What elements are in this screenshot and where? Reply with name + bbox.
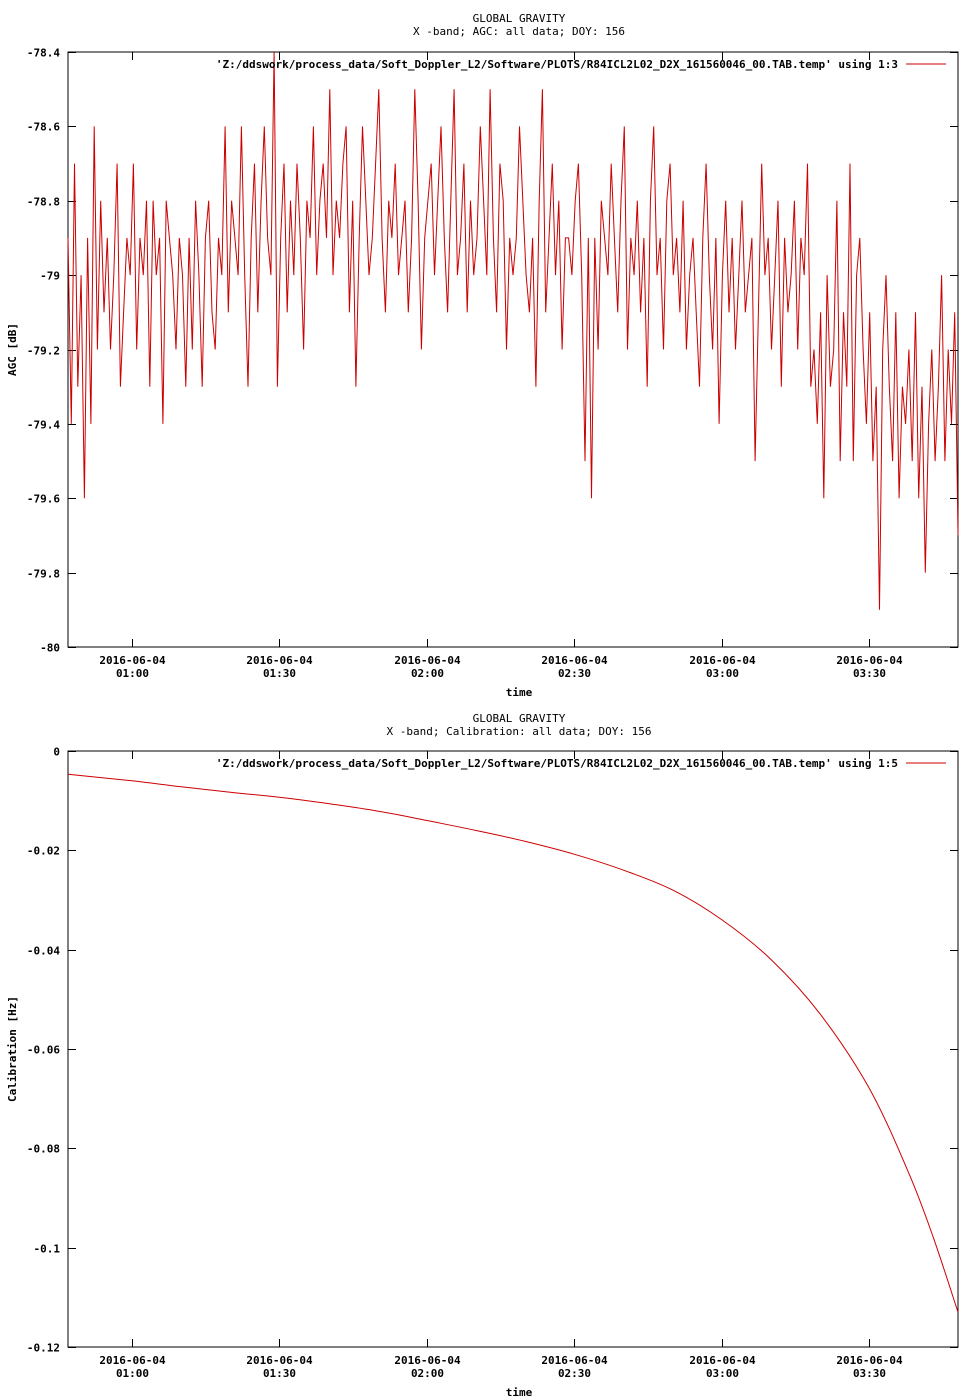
x-tick-time: 03:30 [853,667,886,680]
x-tick-time: 01:00 [116,667,149,680]
chart-title: GLOBAL GRAVITY [473,12,566,25]
y-tick-label: -0.02 [27,845,60,858]
x-tick-date: 2016-06-04 [394,1354,461,1367]
y-tick-label: -79 [40,270,60,283]
x-tick-time: 03:00 [706,1367,739,1380]
y-tick-label: -0.06 [27,1044,60,1057]
legend-entry: 'Z:/ddswork/process_data/Soft_Doppler_L2… [216,58,898,71]
x-tick-date: 2016-06-04 [541,654,608,667]
x-tick-date: 2016-06-04 [246,654,313,667]
x-tick-time: 02:00 [411,667,444,680]
y-tick-label: -0.08 [27,1143,60,1156]
x-tick-time: 01:00 [116,1367,149,1380]
y-tick-label: -78.8 [27,196,60,209]
y-tick-label: -79.2 [27,345,60,358]
chart-title: GLOBAL GRAVITY [473,712,566,725]
y-tick-label: -79.4 [27,419,60,432]
x-tick-date: 2016-06-04 [689,1354,756,1367]
y-tick-label: -0.1 [34,1243,61,1256]
legend-entry: 'Z:/ddswork/process_data/Soft_Doppler_L2… [216,757,898,770]
x-axis-label: time [506,1386,533,1399]
x-tick-time: 01:30 [263,1367,296,1380]
y-tick-label: -78.6 [27,121,60,134]
x-tick-date: 2016-06-04 [99,1354,166,1367]
chart-subtitle: X -band; Calibration: all data; DOY: 156 [387,725,652,738]
series-line [67,51,959,610]
y-tick-label: -79.6 [27,493,60,506]
y-tick-label: -79.8 [27,568,60,581]
y-tick-label: 0 [53,746,60,759]
x-tick-date: 2016-06-04 [836,654,903,667]
x-tick-date: 2016-06-04 [99,654,166,667]
x-tick-time: 01:30 [263,667,296,680]
y-axis-label: AGC [dB] [6,323,19,376]
y-tick-label: -78.4 [27,47,60,60]
x-tick-time: 02:00 [411,1367,444,1380]
chart-subtitle: X -band; AGC: all data; DOY: 156 [413,25,625,38]
x-tick-time: 03:30 [853,1367,886,1380]
x-tick-time: 03:00 [706,667,739,680]
x-tick-date: 2016-06-04 [689,654,756,667]
x-tick-date: 2016-06-04 [394,654,461,667]
x-tick-date: 2016-06-04 [246,1354,313,1367]
x-tick-date: 2016-06-04 [836,1354,903,1367]
y-tick-label: -0.12 [27,1342,60,1355]
y-tick-label: -80 [40,642,60,655]
plot-frame [67,51,959,648]
series-line [67,773,959,1313]
plot-frame [67,750,959,1348]
y-tick-label: -0.04 [27,945,60,958]
x-tick-time: 02:30 [558,667,591,680]
x-tick-time: 02:30 [558,1367,591,1380]
y-axis-label: Calibration [Hz] [6,996,19,1102]
x-tick-date: 2016-06-04 [541,1354,608,1367]
x-axis-label: time [506,686,533,699]
